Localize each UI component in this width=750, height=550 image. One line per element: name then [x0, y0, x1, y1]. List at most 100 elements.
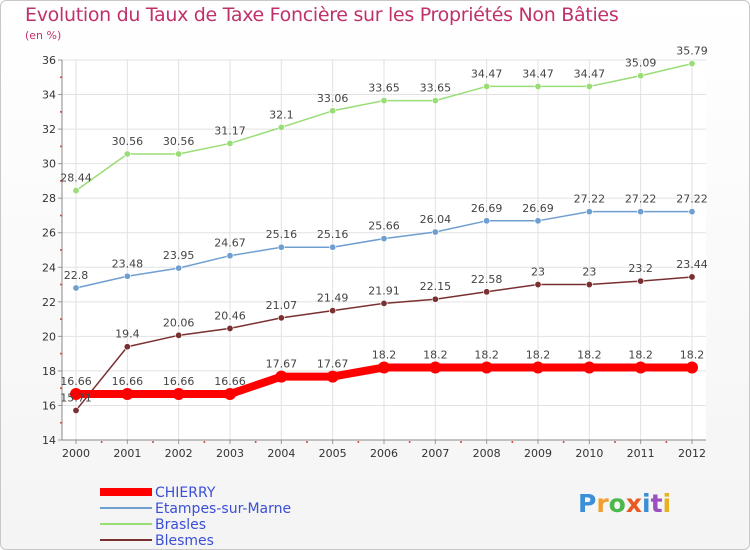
data-point [326, 370, 339, 383]
data-point [429, 361, 442, 374]
chart-title: Evolution du Taux de Taxe Foncière sur l… [25, 4, 619, 26]
data-point [431, 228, 439, 236]
data-label: 23.44 [676, 258, 708, 271]
data-point [534, 217, 542, 225]
legend-label-brasles: Brasles [155, 517, 206, 533]
data-label: 35.09 [625, 57, 657, 70]
data-label: 33.06 [317, 92, 349, 105]
x-minor-dot [100, 441, 103, 443]
legend-label-etampes-sur-marne: Etampes-sur-Marne [155, 501, 291, 517]
data-label: 20.06 [163, 316, 195, 329]
data-point [688, 273, 696, 281]
data-point [329, 107, 337, 115]
y-tick-label: 36 [42, 54, 56, 67]
y-tick-label: 14 [42, 434, 56, 447]
x-minor-dot [357, 441, 360, 443]
data-point [585, 281, 593, 289]
data-point [226, 139, 234, 147]
data-label: 17.67 [317, 358, 349, 371]
logo-letter: o [608, 489, 626, 518]
data-point [378, 361, 390, 374]
data-label: 30.56 [112, 135, 144, 148]
data-point [329, 307, 337, 315]
data-label: 28.44 [60, 172, 92, 185]
data-label: 23 [531, 266, 545, 279]
x-tick-label: 2003 [216, 447, 244, 460]
data-point [226, 324, 234, 332]
data-point [585, 208, 593, 216]
data-point [532, 361, 544, 374]
y-tick-label: 20 [42, 330, 56, 343]
data-label: 33.65 [368, 82, 400, 95]
data-point [277, 123, 285, 131]
y-tick-label: 28 [42, 192, 56, 205]
data-point [175, 150, 183, 158]
data-point [688, 60, 696, 68]
data-point [277, 243, 285, 251]
data-label: 20.46 [214, 309, 246, 322]
data-point [72, 187, 80, 195]
data-point [70, 388, 82, 401]
x-tick-label: 2011 [627, 447, 655, 460]
data-point [380, 299, 388, 307]
data-label: 18.2 [474, 348, 499, 361]
data-label: 27.22 [676, 193, 708, 206]
data-label: 19.4 [115, 328, 140, 341]
x-minor-dot [254, 441, 257, 443]
y-tick-label: 32 [42, 123, 56, 136]
data-point [583, 361, 596, 374]
data-point [483, 288, 491, 296]
data-label: 21.91 [368, 284, 400, 297]
data-label: 26.69 [522, 202, 554, 215]
data-label: 30.56 [163, 135, 195, 148]
data-label: 23.95 [163, 249, 195, 262]
data-label: 25.66 [368, 220, 400, 233]
legend-label-blesmes: Blesmes [155, 533, 214, 549]
data-label: 18.2 [372, 348, 397, 361]
data-label: 22.15 [420, 280, 452, 293]
y-axis-unit: (en %) [25, 29, 62, 42]
legend-label-chierry: CHIERRY [155, 485, 216, 501]
data-label: 34.47 [574, 67, 606, 80]
data-point [123, 150, 131, 158]
data-label: 25.16 [317, 228, 349, 241]
data-label: 16.66 [163, 375, 195, 388]
x-minor-dot [408, 441, 411, 443]
data-point [329, 243, 337, 251]
data-label: 23.48 [112, 257, 144, 270]
data-label: 22.58 [471, 273, 503, 286]
data-point [431, 97, 439, 105]
data-label: 24.67 [214, 237, 246, 250]
data-point [585, 82, 593, 90]
data-label: 18.2 [680, 348, 705, 361]
data-point [637, 72, 645, 80]
x-tick-label: 2009 [524, 447, 552, 460]
data-label: 23.2 [628, 262, 653, 275]
logo-letter: i [662, 489, 672, 518]
data-label: 16.66 [214, 375, 246, 388]
y-tick-label: 34 [42, 89, 56, 102]
y-tick-label: 30 [42, 158, 56, 171]
x-minor-dot [511, 441, 514, 443]
data-label: 25.16 [266, 228, 298, 241]
data-point [175, 331, 183, 339]
y-tick-label: 22 [42, 296, 56, 309]
data-label: 21.49 [317, 292, 349, 305]
data-point [277, 314, 285, 322]
data-label: 16.66 [112, 375, 144, 388]
x-minor-dot [562, 441, 565, 443]
x-tick-label: 2008 [473, 447, 501, 460]
data-label: 34.47 [522, 67, 554, 80]
data-label: 34.47 [471, 67, 503, 80]
y-tick-label: 18 [42, 365, 56, 378]
x-tick-label: 2002 [165, 447, 193, 460]
data-label: 23 [582, 266, 596, 279]
data-label: 31.17 [214, 124, 246, 137]
data-point [380, 235, 388, 243]
proxiti-logo: Proxiti [578, 489, 671, 518]
x-tick-label: 2007 [421, 447, 449, 460]
data-point [123, 343, 131, 351]
data-label: 35.79 [676, 45, 708, 58]
data-label: 32.1 [269, 108, 294, 121]
x-minor-dot [152, 441, 154, 443]
